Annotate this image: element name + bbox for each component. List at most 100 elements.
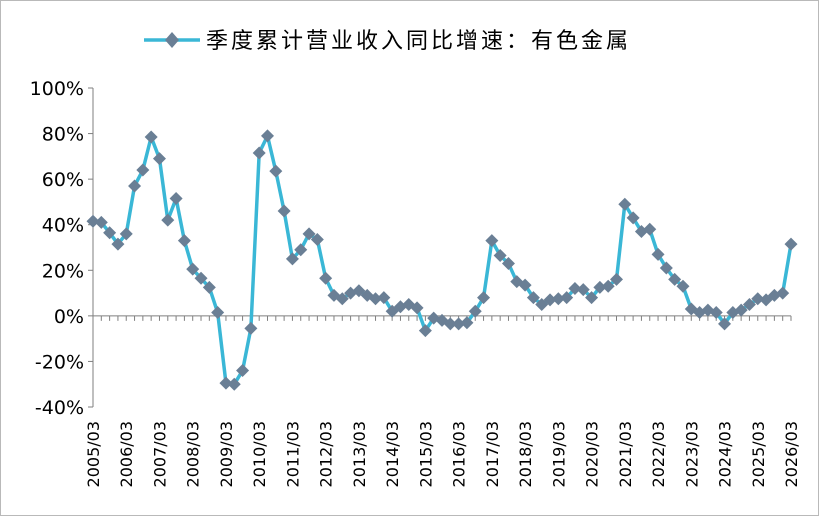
data-point-marker xyxy=(236,364,250,378)
data-point-marker xyxy=(468,304,482,318)
data-point-marker xyxy=(626,211,640,225)
x-tick-label: 2013/03 xyxy=(350,421,369,487)
x-tick-label: 2008/03 xyxy=(184,421,203,487)
data-point-marker xyxy=(526,291,540,305)
series-line xyxy=(92,134,793,386)
data-point-marker xyxy=(103,226,117,240)
data-point-marker xyxy=(676,279,690,293)
x-tick-label: 2023/03 xyxy=(682,421,701,487)
y-tick-label: 20% xyxy=(42,260,84,282)
data-point-marker xyxy=(593,280,607,294)
data-point-marker xyxy=(119,227,133,241)
data-point-marker xyxy=(261,129,274,143)
x-tick-label: 2021/03 xyxy=(616,421,635,487)
data-point-marker xyxy=(501,256,515,270)
y-tick-label: -40% xyxy=(35,397,84,419)
x-axis-tick-marks xyxy=(92,315,792,321)
y-tick-label: 100% xyxy=(30,78,84,100)
y-tick-label: -20% xyxy=(35,351,84,373)
data-point-marker xyxy=(294,243,308,257)
data-point-marker xyxy=(518,278,532,292)
data-point-marker xyxy=(144,130,158,144)
data-point-marker xyxy=(369,292,383,306)
data-point-marker xyxy=(86,214,100,228)
data-point-marker xyxy=(460,316,474,330)
data-point-marker xyxy=(177,234,191,248)
data-point-marker xyxy=(610,272,623,286)
x-tick-label: 2011/03 xyxy=(283,421,302,487)
data-point-marker xyxy=(169,192,183,206)
legend-label: 季度累计营业收入同比增速：有色金属 xyxy=(206,29,631,54)
x-tick-label: 2010/03 xyxy=(250,421,269,487)
data-point-marker xyxy=(335,292,349,306)
x-tick-label: 2020/03 xyxy=(583,421,602,487)
x-tick-label: 2009/03 xyxy=(217,421,236,487)
x-tick-label: 2019/03 xyxy=(549,421,568,487)
x-tick-label: 2005/03 xyxy=(84,421,103,487)
data-point-marker xyxy=(136,163,150,177)
data-point-marker xyxy=(202,280,216,294)
data-point-marker xyxy=(651,247,665,261)
data-point-marker xyxy=(585,291,599,305)
data-point-marker xyxy=(576,283,590,297)
x-tick-label: 2014/03 xyxy=(383,421,402,487)
data-point-marker xyxy=(709,305,723,319)
y-tick-label: 40% xyxy=(42,215,84,237)
data-point-marker xyxy=(659,261,673,275)
data-point-marker xyxy=(269,164,283,178)
data-point-marker xyxy=(443,317,457,331)
data-point-marker xyxy=(551,292,565,306)
data-point-marker xyxy=(718,317,732,331)
data-point-marker xyxy=(285,252,299,266)
data-point-marker xyxy=(302,227,316,241)
data-point-marker xyxy=(252,146,266,160)
data-point-marker xyxy=(211,305,225,319)
data-point-marker xyxy=(152,152,166,166)
x-tick-label: 2007/03 xyxy=(150,421,169,487)
data-point-marker xyxy=(560,291,574,305)
data-point-marker xyxy=(161,213,175,227)
data-point-marker xyxy=(219,376,233,390)
x-tick-label: 2018/03 xyxy=(516,421,535,487)
data-point-marker xyxy=(194,271,208,285)
data-point-marker xyxy=(477,291,491,305)
data-point-marker xyxy=(418,324,432,338)
data-point-marker xyxy=(643,222,657,236)
data-point-marker xyxy=(618,197,632,211)
data-point-marker xyxy=(776,286,790,300)
x-tick-label: 2024/03 xyxy=(716,421,735,487)
data-point-marker xyxy=(734,303,748,317)
x-axis-ticks: 2005/03 2006/03 2007/03 2008/03 2009/03 2010/… xyxy=(84,421,801,487)
data-point-marker xyxy=(111,237,125,251)
data-point-marker xyxy=(244,321,258,335)
x-tick-label: 2026/03 xyxy=(782,421,801,487)
data-point-marker xyxy=(784,237,798,251)
data-point-marker xyxy=(319,271,333,285)
data-point-marker xyxy=(543,293,557,307)
data-point-marker xyxy=(227,377,241,391)
data-point-marker xyxy=(277,204,291,218)
data-point-marker xyxy=(493,248,507,262)
y-tick-label: 0% xyxy=(54,306,84,328)
data-point-marker xyxy=(751,292,765,306)
series-markers xyxy=(86,129,798,391)
y-tick-label: 80% xyxy=(42,124,84,146)
data-point-marker xyxy=(601,279,615,293)
legend: 季度累计营业收入同比增速：有色金属 xyxy=(144,29,631,54)
x-tick-label: 2012/03 xyxy=(317,421,336,487)
x-tick-label: 2025/03 xyxy=(749,421,768,487)
data-point-marker xyxy=(668,272,682,286)
legend-marker xyxy=(165,32,179,48)
data-point-marker xyxy=(94,215,108,229)
x-tick-label: 2022/03 xyxy=(649,421,668,487)
data-point-marker xyxy=(310,233,324,247)
data-point-marker xyxy=(485,234,499,248)
y-axis-tick-marks xyxy=(88,87,93,408)
data-point-marker xyxy=(377,291,391,305)
y-tick-label: 60% xyxy=(42,169,84,191)
data-point-marker xyxy=(452,317,466,331)
data-point-marker xyxy=(568,282,582,296)
x-tick-label: 2017/03 xyxy=(483,421,502,487)
